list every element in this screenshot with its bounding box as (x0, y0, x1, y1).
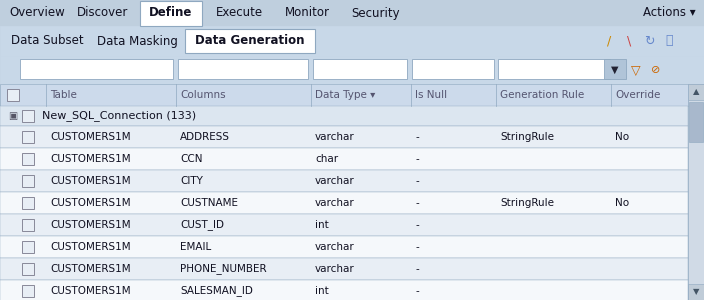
Text: EMAIL: EMAIL (180, 242, 211, 252)
Text: New_SQL_Connection (133): New_SQL_Connection (133) (42, 110, 196, 122)
Bar (313, 59, 407, 79)
Text: -: - (415, 220, 419, 230)
Bar (0, 26, 704, 56)
Bar (0, 148, 688, 170)
Bar (688, 84, 704, 300)
Bar (0, 0, 704, 26)
Text: CUSTNAME: CUSTNAME (180, 198, 238, 208)
Bar (22, 197, 34, 209)
Text: Define: Define (149, 7, 193, 20)
Text: ↻: ↻ (643, 34, 654, 47)
Text: varchar: varchar (315, 242, 355, 252)
Text: Data Type ▾: Data Type ▾ (315, 90, 375, 100)
Text: PHONE_NUMBER: PHONE_NUMBER (180, 263, 267, 274)
Text: Is Null: Is Null (415, 90, 447, 100)
Bar (0, 236, 688, 258)
Text: StringRule: StringRule (500, 198, 554, 208)
Text: ▼: ▼ (693, 287, 699, 296)
Bar (22, 285, 34, 297)
Text: -: - (415, 176, 419, 186)
Text: CUSTOMERS1M: CUSTOMERS1M (50, 242, 131, 252)
Text: varchar: varchar (315, 198, 355, 208)
Text: SALESMAN_ID: SALESMAN_ID (180, 286, 253, 296)
Text: CUSTOMERS1M: CUSTOMERS1M (50, 176, 131, 186)
Text: CUSTOMERS1M: CUSTOMERS1M (50, 220, 131, 230)
Bar (185, 29, 315, 53)
Bar (22, 241, 34, 253)
Text: -: - (415, 154, 419, 164)
Text: CUSTOMERS1M: CUSTOMERS1M (50, 132, 131, 142)
Text: Table: Table (50, 90, 77, 100)
Text: /: / (607, 34, 611, 47)
Bar (140, 1, 202, 26)
Bar (20, 59, 173, 79)
Text: ▲: ▲ (693, 88, 699, 97)
Text: CITY: CITY (180, 176, 203, 186)
Text: Columns: Columns (180, 90, 225, 100)
Text: varchar: varchar (315, 176, 355, 186)
Bar (0, 258, 688, 280)
Bar (688, 284, 704, 300)
Text: \: \ (627, 34, 631, 47)
Bar (0, 84, 688, 106)
Text: -: - (415, 264, 419, 274)
Text: Execute: Execute (215, 7, 263, 20)
Text: Discover: Discover (77, 7, 129, 20)
Text: CCN: CCN (180, 154, 203, 164)
Bar (0, 214, 688, 236)
Text: CUSTOMERS1M: CUSTOMERS1M (50, 154, 131, 164)
Bar (688, 84, 704, 100)
Bar (178, 59, 308, 79)
Text: -: - (415, 242, 419, 252)
Text: Data Subset: Data Subset (11, 34, 83, 47)
Text: -: - (415, 286, 419, 296)
Text: int: int (315, 220, 329, 230)
Text: Actions ▾: Actions ▾ (643, 7, 696, 20)
Text: varchar: varchar (315, 264, 355, 274)
Text: int: int (315, 286, 329, 296)
Text: ▼: ▼ (611, 65, 619, 75)
Text: CUSTOMERS1M: CUSTOMERS1M (50, 264, 131, 274)
Text: ▽: ▽ (631, 64, 641, 76)
Bar (0, 280, 688, 300)
Text: Data Generation: Data Generation (195, 34, 305, 47)
Bar (412, 59, 494, 79)
Text: Data Masking: Data Masking (96, 34, 177, 47)
Bar (22, 175, 34, 187)
Bar (604, 59, 626, 79)
Text: CUSTOMERS1M: CUSTOMERS1M (50, 286, 131, 296)
Bar (7, 89, 19, 101)
Text: No: No (615, 198, 629, 208)
Text: CUST_ID: CUST_ID (180, 220, 224, 230)
Text: ⊘: ⊘ (651, 65, 660, 75)
Bar (0, 106, 688, 126)
Bar (0, 192, 688, 214)
Text: Overview: Overview (9, 7, 65, 20)
Text: char: char (315, 154, 338, 164)
Bar (689, 102, 703, 142)
Bar (0, 170, 688, 192)
Bar (22, 110, 34, 122)
Text: Override: Override (615, 90, 660, 100)
Text: -: - (415, 132, 419, 142)
Text: ▣: ▣ (8, 111, 18, 121)
Bar (0, 56, 704, 84)
Bar (22, 153, 34, 165)
Text: ⎙: ⎙ (665, 34, 673, 47)
Text: ADDRESS: ADDRESS (180, 132, 230, 142)
Text: varchar: varchar (315, 132, 355, 142)
Text: StringRule: StringRule (500, 132, 554, 142)
Bar (22, 131, 34, 143)
Text: No: No (615, 132, 629, 142)
Bar (22, 219, 34, 231)
Text: Generation Rule: Generation Rule (500, 90, 584, 100)
Bar (22, 263, 34, 275)
Text: CUSTOMERS1M: CUSTOMERS1M (50, 198, 131, 208)
Bar (498, 59, 610, 79)
Text: Security: Security (352, 7, 401, 20)
Text: -: - (415, 198, 419, 208)
Text: Monitor: Monitor (284, 7, 329, 20)
Bar (0, 126, 688, 148)
